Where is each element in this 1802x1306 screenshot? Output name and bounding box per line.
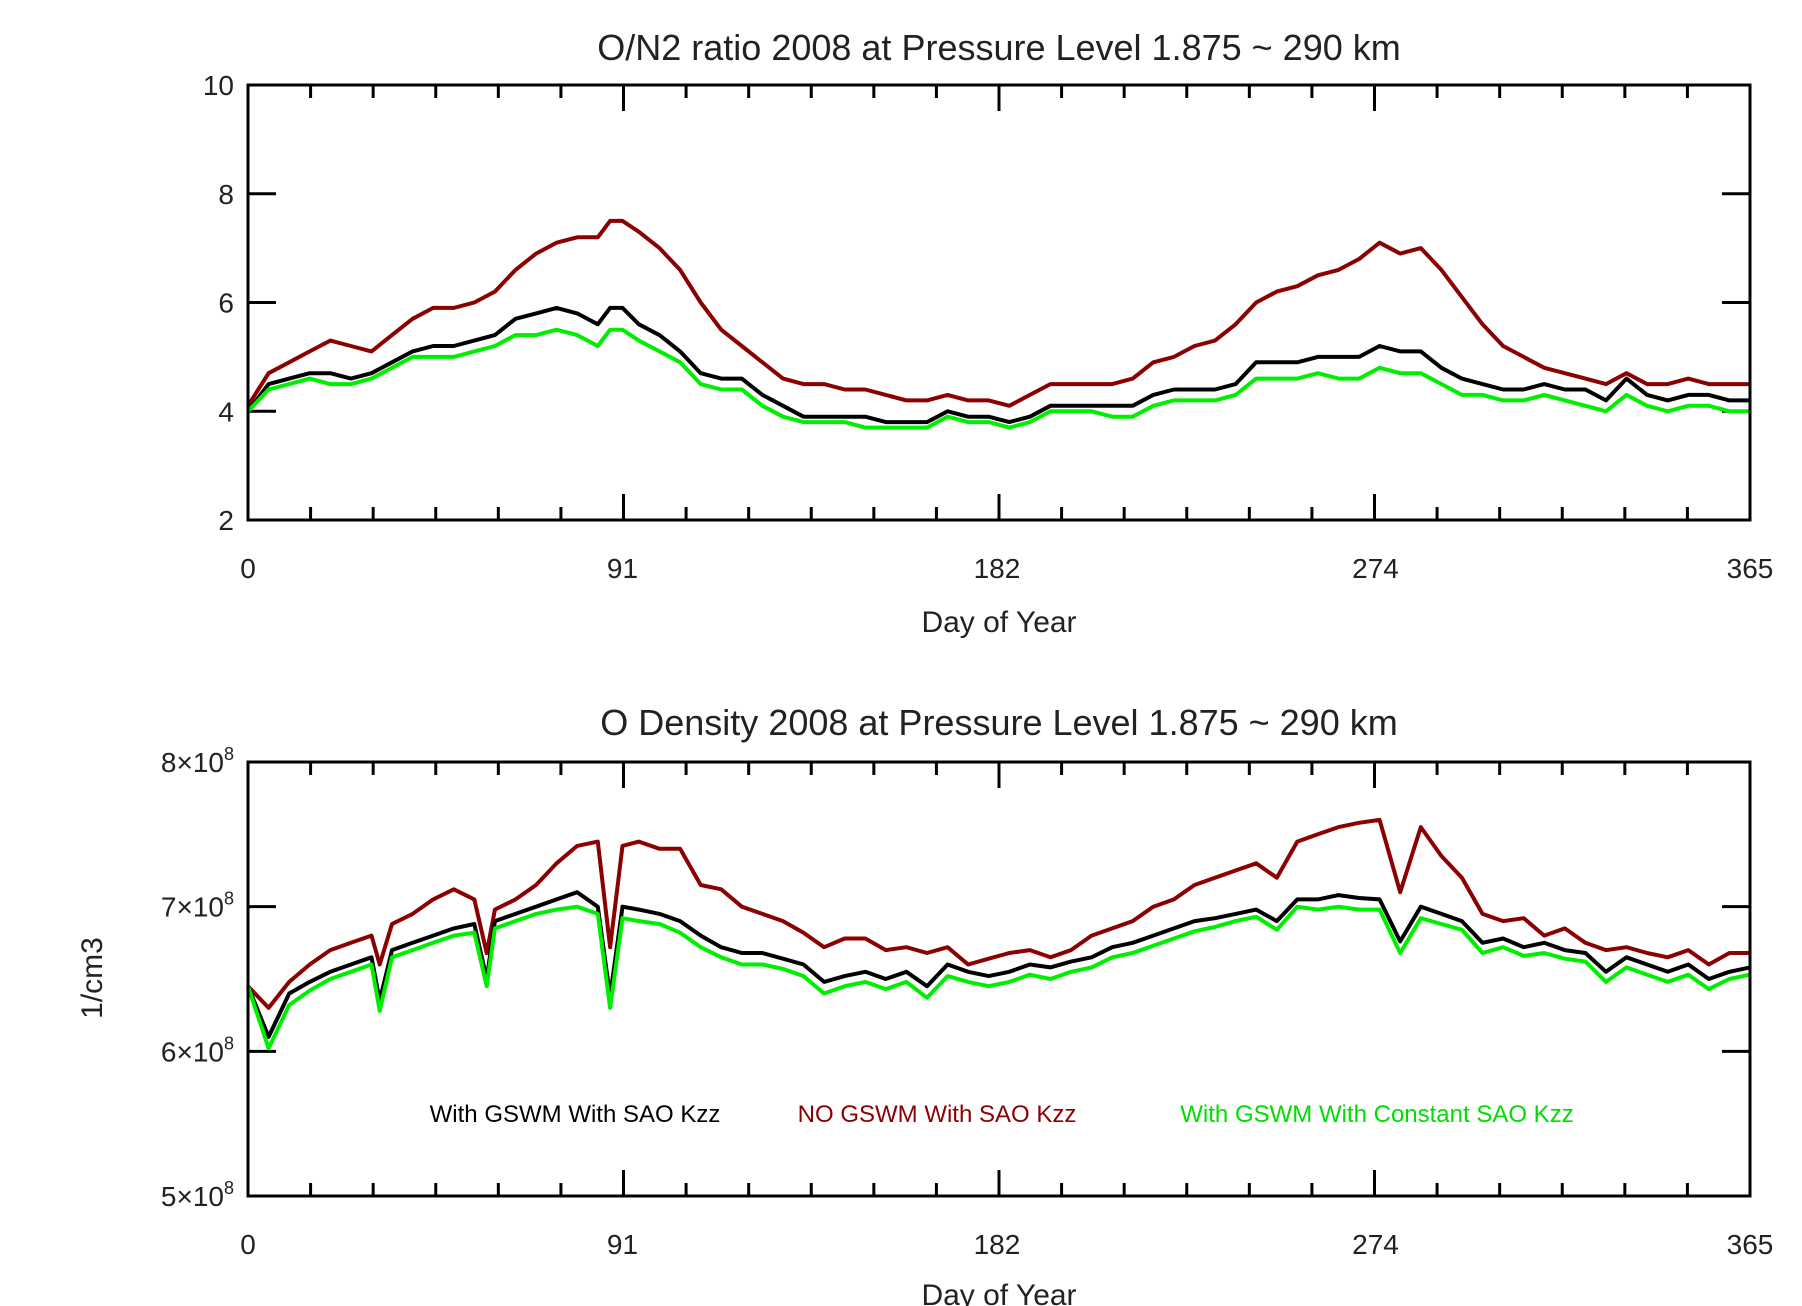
o-density-axis-ticks: [246, 760, 1752, 1198]
o-density-x-tick-labels: 0 91 182 274 365: [240, 1229, 1773, 1260]
on2-y-tick-label: 2: [218, 505, 234, 536]
o-density-series-with-gswm-with-constant-sao-kzz: [246, 904, 1751, 1051]
on2-x-axis-label: Day of Year: [921, 606, 1076, 639]
on2-series-group: [246, 218, 1750, 430]
o-density-x-tick-label: 91: [607, 1229, 638, 1260]
on2-x-tick-label: 182: [974, 553, 1021, 584]
legend: With GSWM With SAO Kzz NO GSWM With SAO …: [430, 1101, 1574, 1128]
on2-x-tick-label: 91: [607, 553, 638, 584]
on2-series-no-gswm-with-sao-kzz: [246, 218, 1750, 408]
legend-item-gswm-sao: With GSWM With SAO Kzz: [430, 1101, 721, 1128]
o-density-x-tick-label: 274: [1352, 1229, 1399, 1260]
on2-plot-frame: [246, 83, 1752, 522]
o-density-plot-frame: [246, 760, 1752, 1198]
o-density-series-group: [246, 817, 1751, 1051]
o-density-y-tick-labels: 5×108 6×108 7×108 8×108: [161, 744, 234, 1212]
o-density-panel: O Density 2008 at Pressure Level 1.875 ~…: [76, 702, 1773, 1306]
on2-y-tick-label: 10: [203, 70, 234, 101]
o-density-series-with-gswm-with-sao-kzz: [246, 890, 1751, 1039]
on2-series-with-gswm-with-constant-sao-kzz: [246, 327, 1750, 430]
on2-x-tick-label: 274: [1352, 553, 1399, 584]
o-density-x-axis-label: Day of Year: [921, 1279, 1076, 1306]
o-density-y-tick-label: 7×108: [161, 889, 234, 923]
on2-y-tick-labels: 2 4 6 8 10: [203, 70, 234, 536]
on2-series-with-gswm-with-sao-kzz: [246, 305, 1750, 425]
on2-ratio-panel: O/N2 ratio 2008 at Pressure Level 1.875 …: [203, 27, 1774, 639]
o-density-chart-title: O Density 2008 at Pressure Level 1.875 ~…: [600, 702, 1397, 743]
o-density-y-tick-label: 8×108: [161, 744, 234, 778]
on2-x-tick-labels: 0 91 182 274 365: [240, 553, 1773, 584]
o-density-series-no-gswm-with-sao-kzz: [246, 817, 1750, 1010]
on2-y-tick-label: 4: [218, 396, 234, 427]
on2-y-tick-label: 6: [218, 288, 234, 319]
o-density-y-axis-label: 1/cm3: [76, 937, 109, 1019]
on2-chart-title: O/N2 ratio 2008 at Pressure Level 1.875 …: [597, 27, 1400, 68]
on2-y-tick-label: 8: [218, 179, 234, 210]
o-density-x-tick-label: 0: [240, 1229, 256, 1260]
o-density-y-tick-label: 5×108: [161, 1178, 234, 1212]
o-density-y-tick-label: 6×108: [161, 1033, 234, 1067]
o-density-x-tick-label: 182: [974, 1229, 1021, 1260]
legend-item-no-gswm-sao: NO GSWM With SAO Kzz: [798, 1101, 1077, 1128]
on2-x-tick-label: 0: [240, 553, 256, 584]
o-density-x-tick-label: 365: [1727, 1229, 1774, 1260]
legend-item-gswm-constant-sao: With GSWM With Constant SAO Kzz: [1180, 1101, 1573, 1128]
on2-x-tick-label: 365: [1727, 553, 1774, 584]
